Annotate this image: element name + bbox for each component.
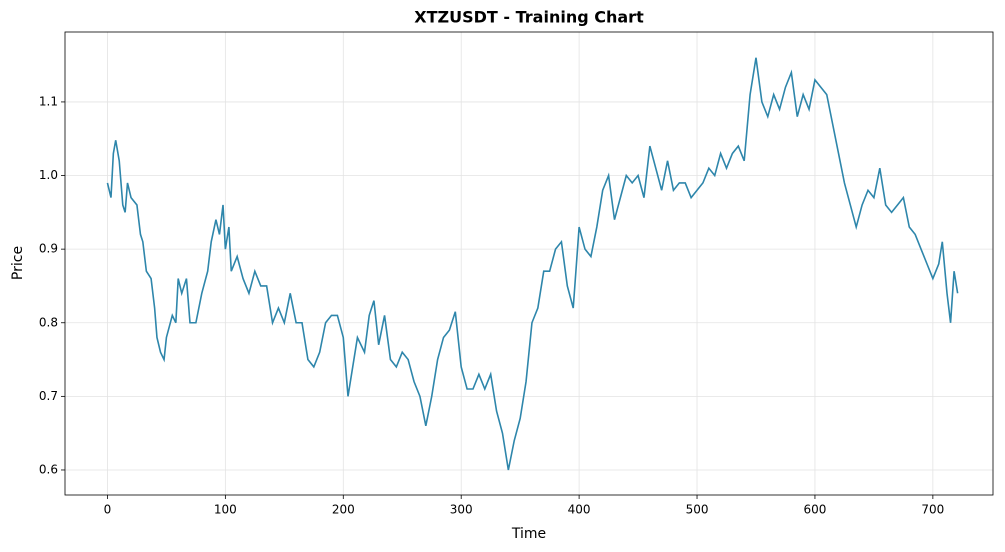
y-tick-label: 0.8 — [39, 315, 58, 329]
x-tick-label: 100 — [214, 503, 237, 517]
x-tick-label: 0 — [104, 503, 112, 517]
y-tick-label: 0.9 — [39, 242, 58, 256]
x-tick-label: 600 — [803, 503, 826, 517]
y-tick-label: 0.7 — [39, 389, 58, 403]
plot-frame — [64, 31, 994, 496]
y-tick-label: 1.0 — [39, 168, 58, 182]
price-line — [106, 57, 959, 471]
x-tick-label: 200 — [332, 503, 355, 517]
y-tick-label: 1.1 — [39, 94, 58, 108]
y-tick-label: 0.6 — [39, 462, 58, 476]
x-tick-label: 300 — [450, 503, 473, 517]
x-tick-label: 700 — [921, 503, 944, 517]
x-axis-label: Time — [511, 526, 546, 542]
chart-title: XTZUSDT - Training Chart — [414, 8, 644, 27]
x-tick-label: 500 — [686, 503, 709, 517]
x-tick-label: 400 — [568, 503, 591, 517]
y-axis-label: Price — [10, 246, 26, 280]
